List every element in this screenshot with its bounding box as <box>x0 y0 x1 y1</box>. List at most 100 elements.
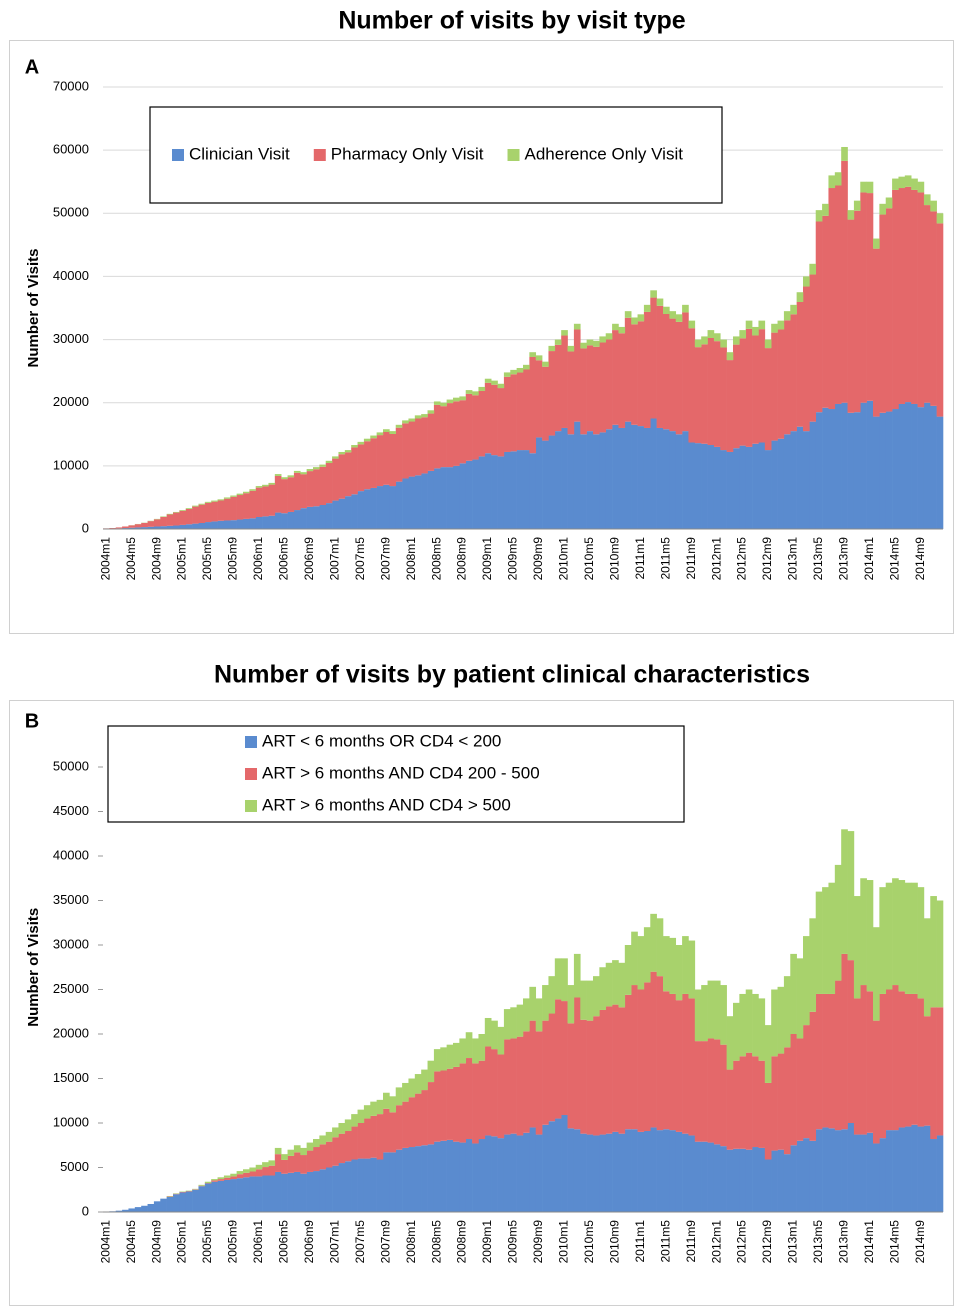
bar-segment <box>898 991 905 1127</box>
y-tick-label: 10000 <box>53 1114 89 1129</box>
x-tick-label: 2007m1 <box>327 1220 341 1264</box>
bar-segment <box>389 431 396 434</box>
bar-segment <box>606 339 613 429</box>
bar-segment <box>434 468 441 529</box>
bar-segment <box>574 998 581 1130</box>
bar-segment <box>491 455 498 529</box>
bar-segment <box>930 1007 937 1139</box>
bar-segment <box>580 348 587 434</box>
bar-segment <box>434 405 441 469</box>
bar-segment <box>688 998 695 1135</box>
bar-segment <box>370 438 377 488</box>
bar-segment <box>790 1034 797 1145</box>
bar-segment <box>243 1173 250 1177</box>
bar-segment <box>517 1135 524 1212</box>
bar-segment <box>918 192 925 407</box>
bar-segment <box>510 1007 517 1038</box>
bar-segment <box>510 451 517 529</box>
y-tick-label: 5000 <box>60 1159 89 1174</box>
bar-segment <box>173 1194 180 1212</box>
bar-segment <box>389 1112 396 1152</box>
bar-segment <box>784 1154 791 1212</box>
bar-segment <box>198 523 205 529</box>
bar-segment <box>154 519 161 526</box>
bar-segment <box>752 327 759 336</box>
bar-segment <box>631 1129 638 1212</box>
bar-segment <box>663 307 670 314</box>
bar-segment <box>867 991 874 1133</box>
legend-swatch <box>245 736 257 748</box>
bar-segment <box>498 384 505 388</box>
bar-segment <box>803 287 810 432</box>
legend-label: ART < 6 months OR CD4 < 200 <box>262 731 501 750</box>
bar-segment <box>606 429 613 529</box>
bar-segment <box>797 427 804 529</box>
bar-segment <box>358 444 365 491</box>
y-tick-label: 60000 <box>53 142 89 157</box>
legend-swatch <box>172 149 184 161</box>
bar-segment <box>905 994 912 1127</box>
bar-segment <box>816 892 823 994</box>
bar-segment <box>867 193 874 401</box>
bar-segment <box>784 1047 791 1154</box>
bar-segment <box>313 467 320 469</box>
x-tick-label: 2011m9 <box>684 537 698 580</box>
bar-segment <box>326 463 333 503</box>
bar-segment <box>396 425 403 428</box>
bar-segment <box>447 467 454 529</box>
bar-segment <box>612 324 619 330</box>
bar-segment <box>345 450 352 452</box>
bar-segment <box>218 500 225 520</box>
y-tick-label: 50000 <box>53 758 89 773</box>
bar-segment <box>809 1012 816 1141</box>
bar-segment <box>428 471 435 529</box>
x-tick-label: 2005m9 <box>226 1220 240 1264</box>
bar-segment <box>631 932 638 985</box>
bar-segment <box>447 1045 454 1069</box>
bar-segment <box>326 1142 333 1168</box>
bar-segment <box>370 1102 377 1116</box>
bar-segment <box>224 1176 231 1178</box>
bar-segment <box>205 502 212 503</box>
bar-segment <box>574 422 581 529</box>
bar-segment <box>351 494 358 529</box>
bar-segment <box>638 426 645 529</box>
bar-segment <box>612 960 619 1005</box>
bar-segment <box>345 1131 352 1161</box>
bar-segment <box>377 486 384 529</box>
bar-segment <box>345 1119 352 1131</box>
bar-segment <box>338 452 345 454</box>
bar-segment <box>408 1079 415 1098</box>
bar-segment <box>211 1182 218 1212</box>
bar-segment <box>816 221 823 412</box>
bar-segment <box>459 1063 466 1142</box>
bar-segment <box>211 501 218 502</box>
bar-segment <box>924 1016 931 1125</box>
bar-segment <box>650 298 657 419</box>
bar-segment <box>440 403 447 406</box>
bar-segment <box>523 370 530 451</box>
bar-segment <box>517 1005 524 1037</box>
bar-segment <box>256 488 263 517</box>
bar-segment <box>243 1169 250 1173</box>
x-tick-label: 2004m5 <box>124 537 138 581</box>
bar-segment <box>587 981 594 1021</box>
bar-segment <box>294 1172 301 1212</box>
bar-segment <box>472 1038 479 1063</box>
bar-segment <box>873 1021 880 1144</box>
x-tick-label: 2007m1 <box>327 537 341 581</box>
bar-segment <box>803 431 810 529</box>
bar-segment <box>332 1137 339 1165</box>
bar-segment <box>478 1139 485 1212</box>
bar-segment <box>746 447 753 529</box>
y-tick-label: 30000 <box>53 331 89 346</box>
x-tick-label: 2009m1 <box>480 537 494 581</box>
y-tick-label: 15000 <box>53 1070 89 1085</box>
x-tick-label: 2006m5 <box>277 537 291 581</box>
bar-segment <box>848 1123 855 1212</box>
bar-segment <box>561 1001 568 1115</box>
bar-segment <box>854 201 861 211</box>
bar-segment <box>688 1135 695 1212</box>
bar-segment <box>905 187 912 402</box>
bar-segment <box>402 1148 409 1212</box>
